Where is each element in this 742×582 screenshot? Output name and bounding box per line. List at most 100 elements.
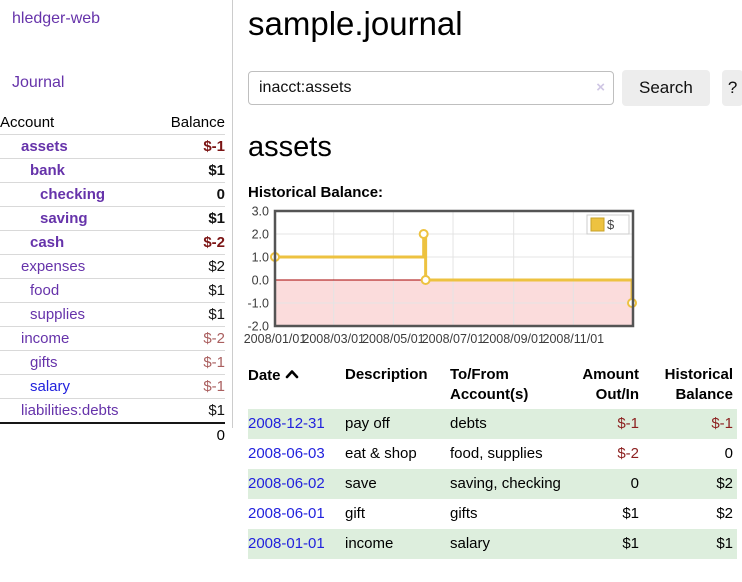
- transaction-balance: $2: [643, 469, 737, 499]
- accounts-balance-table: Account Balance assets $-1 bank $1 check…: [0, 111, 225, 447]
- table-row: assets $-1: [0, 134, 225, 159]
- transaction-date-link[interactable]: 2008-06-01: [248, 505, 325, 522]
- account-link-cash[interactable]: cash: [30, 234, 65, 251]
- transaction-balance: $1: [643, 529, 737, 559]
- account-balance: $-1: [154, 350, 225, 375]
- account-link-food[interactable]: food: [30, 282, 60, 299]
- transaction-description: eat & shop: [345, 445, 417, 462]
- table-row: cash $-2: [0, 230, 225, 255]
- help-button[interactable]: ?: [721, 70, 742, 106]
- account-link-bank[interactable]: bank: [30, 162, 66, 179]
- account-link-assets[interactable]: assets: [21, 138, 68, 155]
- table-row: bank $1: [0, 158, 225, 183]
- account-link-checking[interactable]: checking: [40, 186, 106, 203]
- transaction-description: income: [345, 529, 450, 559]
- account-link-expenses[interactable]: expenses: [21, 258, 86, 275]
- account-link-supplies[interactable]: supplies: [30, 306, 86, 323]
- table-row: food $1: [0, 278, 225, 303]
- transaction-amount: $1: [565, 529, 643, 559]
- transaction-accounts: salary: [450, 529, 565, 559]
- transaction-description: pay off: [345, 409, 450, 439]
- table-row: liabilities:debts $1: [0, 398, 225, 424]
- transaction-accounts: debts: [450, 409, 565, 439]
- account-balance: $-1: [154, 374, 225, 399]
- search-input-wrap: ×: [248, 71, 614, 105]
- svg-text:2008/07/01: 2008/07/01: [422, 332, 485, 346]
- brand-link[interactable]: hledger-web: [12, 10, 101, 27]
- transaction-date-link[interactable]: 2008-01-01: [248, 535, 325, 552]
- transaction-accounts: gifts: [450, 505, 478, 522]
- transaction-balance: 0: [724, 445, 733, 462]
- sidebar: hledger-web Journal Account Balance asse…: [0, 0, 233, 447]
- table-row: supplies $1: [0, 302, 225, 327]
- transaction-amount: 0: [565, 469, 643, 499]
- main-content: sample.journal × Search ? assets Histori…: [244, 0, 742, 559]
- account-balance: $1: [154, 398, 225, 424]
- account-column-header: Account: [0, 111, 155, 135]
- svg-text:1.0: 1.0: [252, 251, 269, 265]
- account-balance: $1: [154, 302, 225, 327]
- svg-text:2008/03/01: 2008/03/01: [302, 332, 365, 346]
- table-row: 2008-06-01 gift gifts $1 $2: [248, 499, 737, 529]
- transaction-accounts: food, supplies: [450, 445, 543, 462]
- account-balance: $1: [154, 206, 225, 231]
- clear-search-icon[interactable]: ×: [596, 79, 605, 96]
- account-link-saving[interactable]: saving: [40, 210, 88, 227]
- amount-column-header: Amount Out/In: [582, 366, 639, 403]
- svg-text:-2.0: -2.0: [247, 320, 269, 334]
- svg-text:$: $: [607, 217, 615, 232]
- transaction-amount: $-1: [565, 409, 643, 439]
- search-input[interactable]: [248, 71, 614, 105]
- search-form: × Search ?: [248, 70, 742, 106]
- svg-text:2008/05/01: 2008/05/01: [362, 332, 425, 346]
- transaction-date-link[interactable]: 2008-06-03: [248, 445, 325, 462]
- account-balance: $-1: [154, 134, 225, 159]
- description-column-header: Description: [345, 366, 428, 383]
- table-row: 2008-06-03 eat & shop food, supplies $-2…: [248, 439, 737, 469]
- register-table: Date Description To/From Account(s) Amou…: [248, 361, 737, 559]
- chart-title: Historical Balance:: [248, 184, 384, 201]
- svg-text:2.0: 2.0: [252, 228, 269, 242]
- table-row: checking 0: [0, 182, 225, 207]
- svg-text:2008/11/01: 2008/11/01: [543, 332, 605, 346]
- accounts-total-row: 0: [0, 422, 225, 447]
- account-balance: $-2: [154, 326, 225, 351]
- account-link-gifts[interactable]: gifts: [30, 354, 58, 371]
- sort-ascending-icon: [285, 365, 299, 385]
- accounts-column-header: To/From Account(s): [450, 366, 529, 403]
- account-balance: 0: [154, 182, 225, 207]
- balance-column-header: Balance: [154, 111, 225, 135]
- account-link-income[interactable]: income: [21, 330, 70, 347]
- transaction-description: save: [345, 469, 450, 499]
- svg-text:2008/09/01: 2008/09/01: [482, 332, 545, 346]
- table-row: salary $-1: [0, 374, 225, 399]
- table-row: saving $1: [0, 206, 225, 231]
- svg-text:0.0: 0.0: [252, 274, 269, 288]
- table-row: expenses $2: [0, 254, 225, 279]
- svg-text:3.0: 3.0: [252, 205, 269, 219]
- account-link-salary[interactable]: salary: [30, 378, 71, 395]
- account-balance: $2: [154, 254, 225, 279]
- transaction-balance: $2: [716, 505, 733, 522]
- transaction-date-link[interactable]: 2008-12-31: [248, 415, 325, 432]
- account-balance: $1: [154, 158, 225, 183]
- table-row: 2008-12-31 pay off debts $-1 $-1: [248, 409, 737, 439]
- transaction-accounts: saving, checking: [450, 469, 565, 499]
- table-row: 2008-06-02 save saving, checking 0 $2: [248, 469, 737, 499]
- table-row: income $-2: [0, 326, 225, 351]
- account-balance: $-2: [154, 230, 225, 255]
- account-link-liabilities-debts[interactable]: liabilities:debts: [21, 402, 119, 419]
- transaction-balance: $-1: [643, 409, 737, 439]
- sidebar-item-journal[interactable]: Journal: [12, 74, 65, 91]
- table-row: 2008-01-01 income salary $1 $1: [248, 529, 737, 559]
- date-column-header[interactable]: Date: [248, 361, 345, 409]
- search-button[interactable]: Search: [622, 70, 710, 106]
- account-balance: $1: [154, 278, 225, 303]
- accounts-table-header-row: Account Balance: [0, 111, 225, 135]
- account-heading: assets: [248, 131, 332, 163]
- transaction-amount: $1: [622, 505, 639, 522]
- transaction-amount: $-2: [617, 445, 639, 462]
- transaction-description: gift: [345, 505, 366, 522]
- transaction-date-link[interactable]: 2008-06-02: [248, 475, 325, 492]
